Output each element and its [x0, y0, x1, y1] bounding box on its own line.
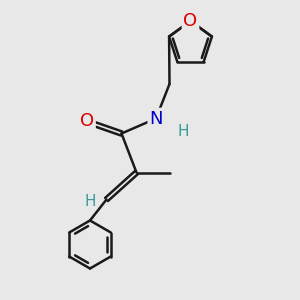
Text: H: H	[177, 124, 189, 139]
Text: H: H	[84, 194, 96, 208]
Text: O: O	[183, 12, 198, 30]
Text: N: N	[149, 110, 163, 128]
Text: O: O	[80, 112, 94, 130]
